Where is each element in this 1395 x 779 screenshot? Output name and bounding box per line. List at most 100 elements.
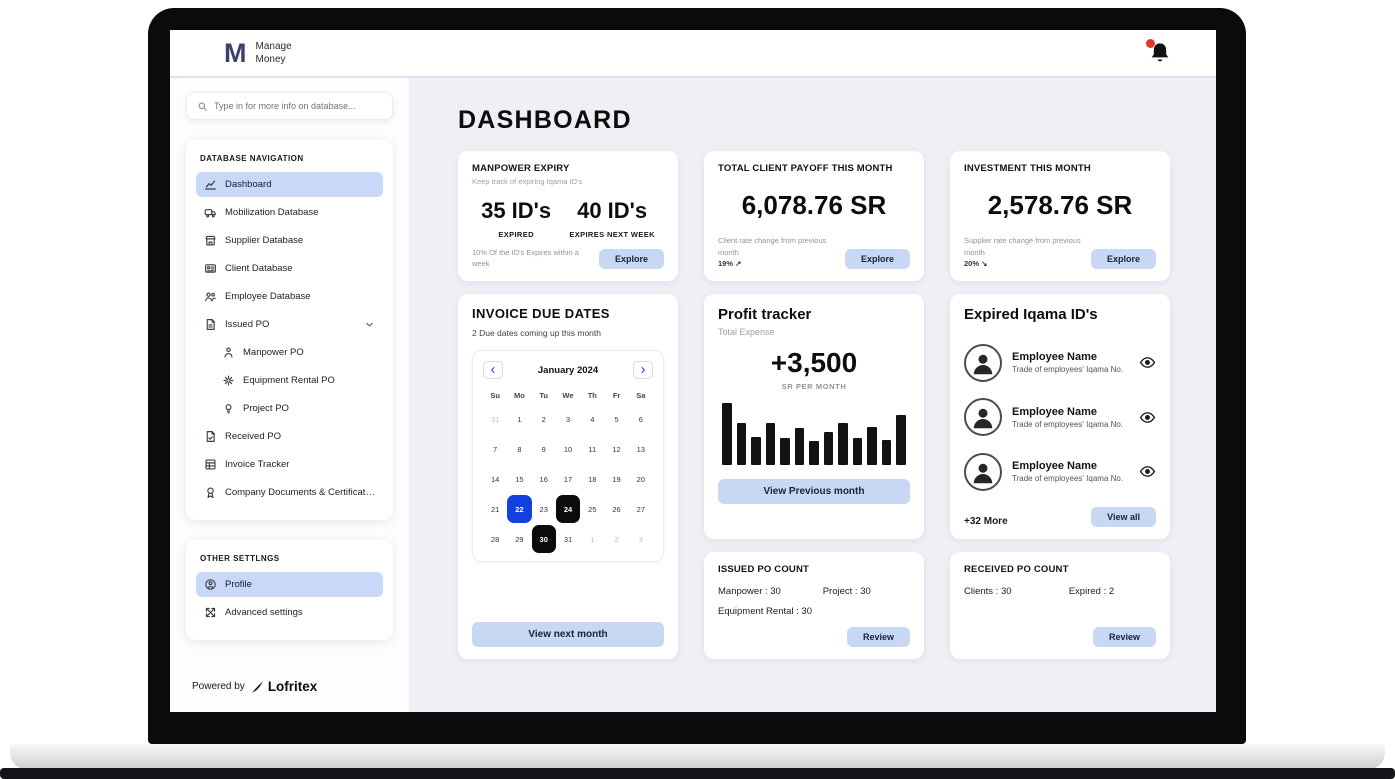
sidebar-item-dashboard[interactable]: Dashboard bbox=[196, 172, 383, 197]
calendar-day[interactable]: 28 bbox=[490, 534, 500, 544]
calendar-day[interactable]: 19 bbox=[612, 474, 621, 484]
calendar-day[interactable]: 22 bbox=[507, 495, 532, 523]
sidebar-item-client-database[interactable]: Client Database bbox=[196, 256, 383, 281]
profit-bar bbox=[867, 427, 877, 465]
calendar-day-header: Su bbox=[490, 390, 500, 400]
gear-icon bbox=[222, 374, 235, 387]
calendar-day[interactable]: 2 bbox=[541, 414, 546, 424]
calendar-day-header: Mo bbox=[514, 390, 525, 400]
sidebar-item-label: Invoice Tracker bbox=[225, 459, 290, 470]
bell-icon bbox=[1151, 43, 1169, 62]
calendar-day[interactable]: 21 bbox=[490, 504, 500, 514]
employee-row: Employee Name Trade of employees' Iqama … bbox=[964, 398, 1156, 436]
profit-value: +3,500 bbox=[770, 347, 858, 378]
sidebar-item-supplier-database[interactable]: Supplier Database bbox=[196, 228, 383, 253]
calendar-day[interactable]: 7 bbox=[493, 444, 498, 454]
calendar-day[interactable]: 11 bbox=[588, 444, 597, 454]
calendar-day[interactable]: 4 bbox=[590, 414, 595, 424]
calendar-day[interactable]: 8 bbox=[517, 444, 522, 454]
sidebar-item-mobilization-database[interactable]: Mobilization Database bbox=[196, 200, 383, 225]
calendar-day[interactable]: 27 bbox=[636, 504, 646, 514]
calendar-day[interactable]: 20 bbox=[636, 474, 646, 484]
calendar-day[interactable]: 13 bbox=[636, 444, 646, 454]
sidebar-item-equipment-rental-po[interactable]: Equipment Rental PO bbox=[214, 368, 383, 393]
calendar-day[interactable]: 3 bbox=[638, 534, 643, 544]
sidebar-item-advanced-settings[interactable]: Advanced settings bbox=[196, 600, 383, 625]
chevron-down-icon bbox=[364, 319, 375, 330]
calendar-day[interactable]: 9 bbox=[541, 444, 546, 454]
view-next-month-button[interactable]: View next month bbox=[472, 622, 664, 647]
chevron-right-icon bbox=[641, 366, 645, 374]
view-employee-button[interactable] bbox=[1139, 409, 1156, 426]
view-employee-button[interactable] bbox=[1139, 463, 1156, 480]
calendar-day[interactable]: 12 bbox=[612, 444, 621, 454]
laptop-base bbox=[10, 744, 1385, 769]
calendar-next-button[interactable] bbox=[633, 361, 653, 379]
calendar-day[interactable]: 14 bbox=[490, 474, 500, 484]
document-check-icon bbox=[204, 430, 217, 443]
calendar-day[interactable]: 10 bbox=[563, 444, 573, 454]
calendar-day[interactable]: 18 bbox=[588, 474, 597, 484]
review-issued-po-button[interactable]: Review bbox=[846, 627, 910, 647]
calendar-day[interactable]: 30 bbox=[531, 525, 556, 553]
po-count-item: Clients : 30 bbox=[964, 586, 1012, 597]
calendar-day[interactable]: 5 bbox=[614, 414, 619, 424]
calendar-day[interactable]: 2 bbox=[614, 534, 619, 544]
expiring-ids-label: EXPIRES NEXT WEEK bbox=[569, 230, 655, 239]
lofritex-wordmark: Lofritex bbox=[267, 679, 318, 694]
calendar-day[interactable]: 1 bbox=[590, 534, 595, 544]
calendar-month-label: January 2024 bbox=[537, 364, 599, 376]
invoice-due-dates-card: INVOICE DUE DATES 2 Due dates coming up … bbox=[458, 294, 678, 659]
review-received-po-button[interactable]: Review bbox=[1092, 627, 1156, 647]
sidebar-item-employee-database[interactable]: Employee Database bbox=[196, 284, 383, 309]
view-employee-button[interactable] bbox=[1139, 354, 1156, 371]
sidebar-item-manpower-po[interactable]: Manpower PO bbox=[214, 340, 383, 365]
sidebar-item-company-documents[interactable]: Company Documents & Certifications bbox=[196, 480, 383, 505]
sidebar-item-label: Project PO bbox=[243, 403, 289, 414]
profit-bar bbox=[780, 437, 790, 465]
sidebar-item-profile[interactable]: Profile bbox=[196, 572, 383, 597]
view-all-button[interactable]: View all bbox=[1091, 507, 1156, 527]
calendar-day[interactable]: 1 bbox=[517, 414, 522, 424]
person-icon bbox=[222, 346, 235, 359]
profit-bar bbox=[852, 437, 863, 465]
explore-manpower-button[interactable]: Explore bbox=[598, 249, 664, 269]
card-subtitle: 2 Due dates coming up this month bbox=[472, 328, 601, 338]
calendar-day[interactable]: 24 bbox=[555, 495, 581, 523]
view-previous-month-button[interactable]: View Previous month bbox=[718, 479, 910, 504]
explore-payoff-button[interactable]: Explore bbox=[844, 249, 910, 269]
sidebar-item-label: Dashboard bbox=[225, 179, 272, 190]
sidebar-item-project-po[interactable]: Project PO bbox=[214, 396, 383, 421]
sidebar-item-received-po[interactable]: Received PO bbox=[196, 424, 383, 449]
notifications-button[interactable] bbox=[1146, 39, 1172, 65]
calendar-day[interactable]: 29 bbox=[515, 534, 524, 544]
sidebar-item-invoice-tracker[interactable]: Invoice Tracker bbox=[196, 452, 383, 477]
settings-section-label: OTHER SETTLNGS bbox=[200, 554, 280, 563]
investment-card: INVESTMENT THIS MONTH 2,578.76 SR Suppli… bbox=[950, 151, 1170, 281]
expired-ids-value: 35 ID's bbox=[481, 198, 552, 223]
calendar-day[interactable]: 23 bbox=[539, 504, 548, 514]
calendar-day[interactable]: 25 bbox=[588, 504, 597, 514]
calendar-day[interactable]: 3 bbox=[565, 414, 571, 424]
sidebar-item-issued-po[interactable]: Issued PO bbox=[196, 312, 383, 337]
more-count-label: +32 More bbox=[964, 516, 1008, 527]
calendar-day[interactable]: 31 bbox=[563, 534, 573, 544]
search-input[interactable] bbox=[214, 101, 382, 111]
manpower-expiry-card: MANPOWER EXPIRY Keep track of expiring I… bbox=[458, 151, 678, 281]
explore-investment-button[interactable]: Explore bbox=[1090, 249, 1156, 269]
database-navigation-card: DATABASE NAVIGATION Dashboard Mobilizati… bbox=[186, 140, 393, 520]
calendar-day-header: Fr bbox=[612, 390, 621, 400]
client-card-icon bbox=[204, 262, 217, 275]
calendar-day[interactable]: 17 bbox=[563, 474, 573, 484]
calendar-day[interactable]: 15 bbox=[515, 474, 524, 484]
calendar-day[interactable]: 31 bbox=[490, 414, 500, 424]
calendar-day[interactable]: 16 bbox=[539, 474, 548, 484]
employee-name: Employee Name bbox=[1012, 351, 1097, 363]
document-icon bbox=[204, 318, 217, 331]
calendar-day[interactable]: 6 bbox=[638, 414, 643, 424]
calendar-day[interactable]: 26 bbox=[612, 504, 621, 514]
database-search[interactable] bbox=[186, 92, 393, 120]
calendar-prev-button[interactable] bbox=[483, 361, 503, 379]
certificate-icon bbox=[204, 486, 217, 499]
sidebar-item-label: Company Documents & Certifications bbox=[225, 487, 375, 498]
